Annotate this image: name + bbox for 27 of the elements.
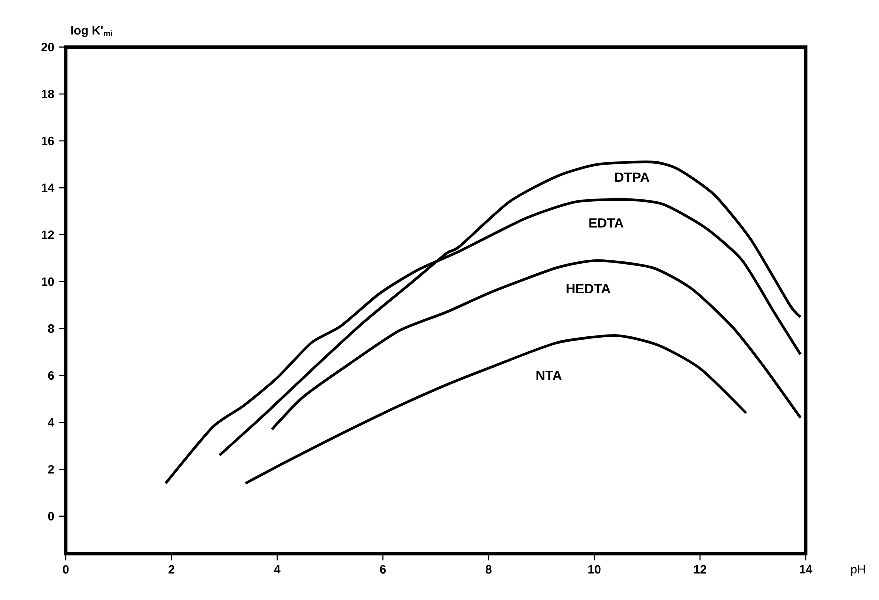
line-series [270,259,802,431]
y-tick-label: 16 [42,136,54,146]
series-label: NTA [536,371,562,380]
x-tick-label: 10 [588,565,601,574]
y-tick-label: 2 [48,465,54,474]
y-tick-label: 10 [42,278,54,286]
y-tick-label: 20 [42,43,54,52]
y-tick-label: 6 [48,371,54,380]
x-tick-label: 6 [380,565,386,574]
x-tick-label: 12 [694,565,706,574]
x-tick-label: 8 [486,565,492,574]
y-tick-label: 0 [48,512,54,521]
y-tick-label: 12 [42,230,54,240]
x-tick-label: 2 [168,565,175,574]
y-tick-label: 18 [42,90,54,98]
x-axis-title: pH [851,565,866,576]
y-tick-label: 8 [48,324,54,334]
line-series [244,334,748,485]
series-label: EDTA [590,218,624,228]
y-axis-title: log K'$_{mi}$ [72,26,112,38]
x-tick-label: 14 [800,565,813,574]
y-tick-label: 14 [42,184,55,192]
series-label: HEDTA [566,284,611,294]
series-label: DTPA [616,172,650,182]
x-tick-label: 4 [274,565,281,574]
y-tick-label: 4 [48,418,55,427]
x-tick-label: 0 [63,565,69,574]
